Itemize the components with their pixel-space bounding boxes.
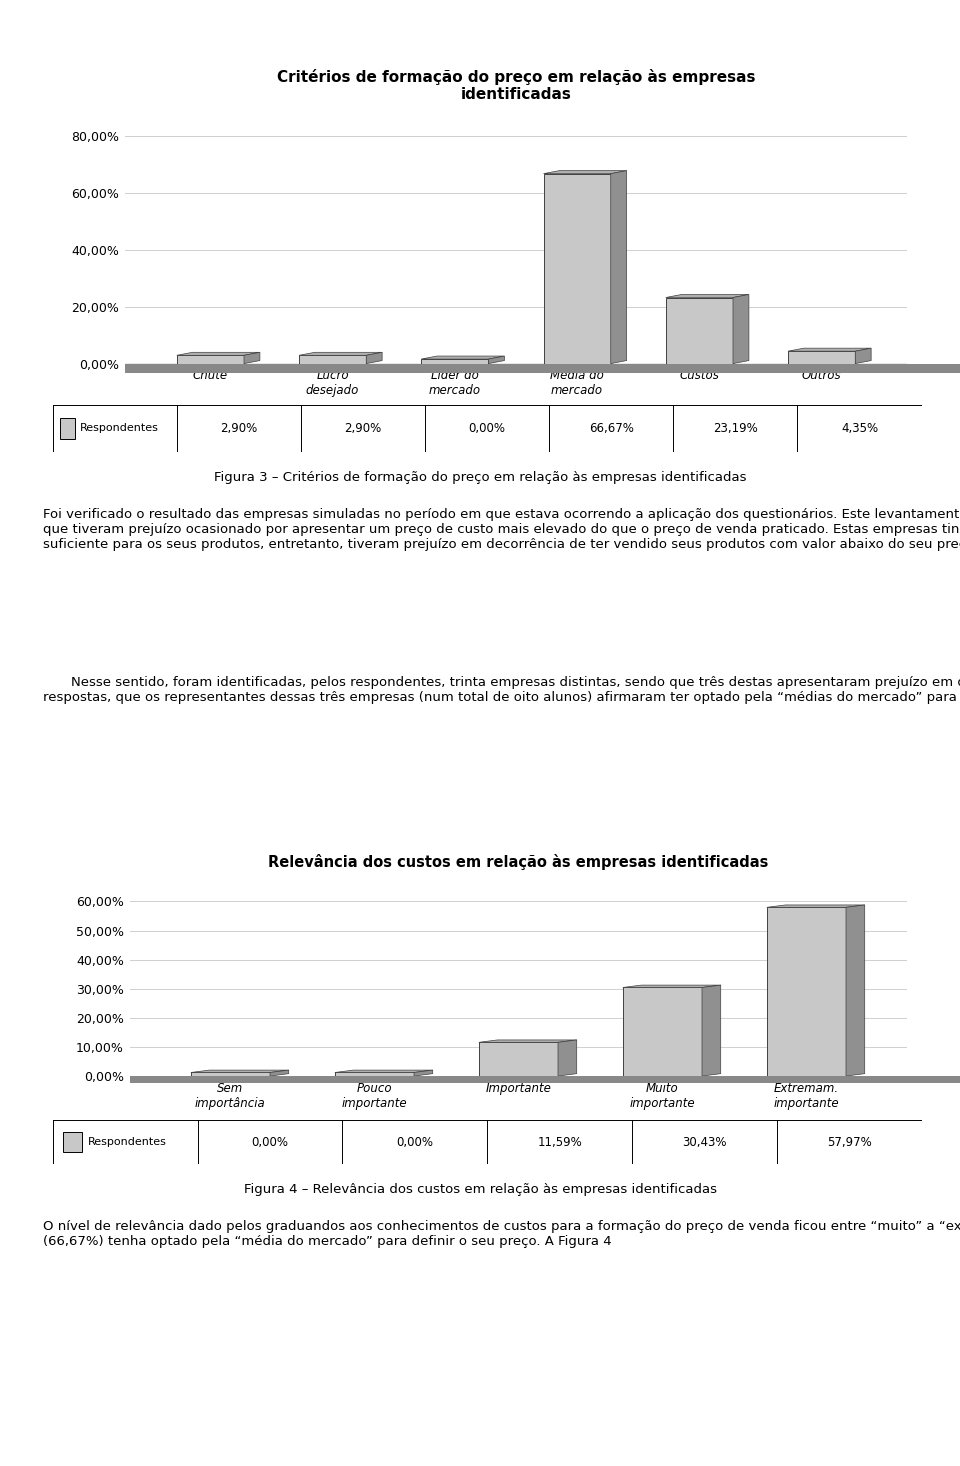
Bar bbox=[125, 364, 960, 372]
Text: Foi verificado o resultado das empresas simuladas no período em que estava ocorr: Foi verificado o resultado das empresas … bbox=[43, 507, 960, 520]
Text: 2,90%: 2,90% bbox=[345, 422, 382, 434]
Text: 0,00%: 0,00% bbox=[252, 1136, 289, 1148]
Text: Respondentes: Respondentes bbox=[87, 1138, 166, 1146]
Text: (66,67%) tenha optado pela “média do mercado” para definir o seu preço. A Figura: (66,67%) tenha optado pela “média do mer… bbox=[43, 1236, 612, 1248]
Text: 0,00%: 0,00% bbox=[468, 422, 506, 434]
Bar bbox=[63, 1132, 82, 1152]
Bar bbox=[130, 1076, 960, 1083]
Bar bbox=[335, 1073, 414, 1076]
Text: Figura 3 – Critérios de formação do preço em relação às empresas identificadas: Figura 3 – Critérios de formação do preç… bbox=[214, 471, 746, 484]
Polygon shape bbox=[421, 356, 504, 359]
Polygon shape bbox=[543, 170, 627, 173]
Polygon shape bbox=[479, 1039, 577, 1042]
Text: 2,90%: 2,90% bbox=[221, 422, 257, 434]
Polygon shape bbox=[558, 1039, 577, 1076]
Bar bbox=[665, 298, 733, 364]
Text: Figura 4 – Relevância dos custos em relação às empresas identificadas: Figura 4 – Relevância dos custos em rela… bbox=[244, 1183, 716, 1196]
Text: 57,97%: 57,97% bbox=[827, 1136, 872, 1148]
Bar bbox=[421, 359, 489, 364]
Bar bbox=[788, 352, 855, 364]
Bar bbox=[60, 418, 75, 438]
Text: Respondentes: Respondentes bbox=[80, 424, 159, 432]
Text: 0,00%: 0,00% bbox=[396, 1136, 433, 1148]
Title: Critérios de formação do preço em relação às empresas
identificadas: Critérios de formação do preço em relaçã… bbox=[276, 69, 756, 103]
Text: Nesse sentido, foram identificadas, pelos respondentes, trinta empresas distinta: Nesse sentido, foram identificadas, pelo… bbox=[71, 676, 960, 689]
Title: Relevância dos custos em relação às empresas identificadas: Relevância dos custos em relação às empr… bbox=[268, 855, 769, 869]
Bar bbox=[767, 907, 846, 1076]
Bar bbox=[191, 1073, 270, 1076]
Polygon shape bbox=[702, 985, 721, 1076]
Text: O nível de relevância dado pelos graduandos aos conhecimentos de custos para a f: O nível de relevância dado pelos graduan… bbox=[43, 1220, 960, 1233]
Polygon shape bbox=[788, 347, 871, 352]
Polygon shape bbox=[846, 905, 865, 1076]
Polygon shape bbox=[335, 1070, 433, 1073]
Text: 11,59%: 11,59% bbox=[538, 1136, 582, 1148]
Text: respostas, que os representantes dessas três empresas (num total de oito alunos): respostas, que os representantes dessas … bbox=[43, 692, 960, 704]
Polygon shape bbox=[191, 1070, 289, 1073]
Polygon shape bbox=[414, 1070, 433, 1076]
Polygon shape bbox=[665, 295, 749, 298]
Bar bbox=[177, 355, 244, 364]
Text: 4,35%: 4,35% bbox=[841, 422, 878, 434]
Polygon shape bbox=[270, 1070, 289, 1076]
Polygon shape bbox=[733, 295, 749, 364]
Bar bbox=[299, 355, 367, 364]
Polygon shape bbox=[623, 985, 721, 988]
Text: que tiveram prejuízo ocasionado por apresentar um preço de custo mais elevado do: que tiveram prejuízo ocasionado por apre… bbox=[43, 523, 960, 535]
Text: 66,67%: 66,67% bbox=[588, 422, 634, 434]
Bar bbox=[479, 1042, 558, 1076]
Text: 30,43%: 30,43% bbox=[683, 1136, 727, 1148]
Polygon shape bbox=[177, 352, 260, 355]
Polygon shape bbox=[767, 905, 865, 907]
Polygon shape bbox=[299, 352, 382, 355]
Text: suficiente para os seus produtos, entretanto, tiveram prejuízo em decorrência de: suficiente para os seus produtos, entret… bbox=[43, 538, 960, 551]
Polygon shape bbox=[611, 170, 627, 364]
Polygon shape bbox=[855, 347, 871, 364]
Bar bbox=[543, 173, 611, 364]
Text: 23,19%: 23,19% bbox=[713, 422, 757, 434]
Polygon shape bbox=[244, 352, 260, 364]
Polygon shape bbox=[489, 356, 504, 364]
Polygon shape bbox=[367, 352, 382, 364]
Bar bbox=[623, 988, 702, 1076]
